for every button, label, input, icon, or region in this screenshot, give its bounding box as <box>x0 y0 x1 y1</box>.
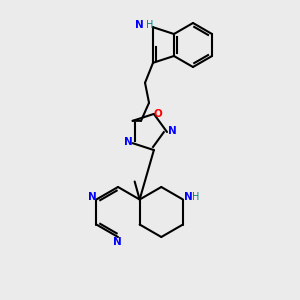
Text: N: N <box>88 193 97 202</box>
Text: N: N <box>124 137 133 147</box>
Text: H: H <box>146 20 153 30</box>
Text: N: N <box>168 126 176 136</box>
Text: N: N <box>184 191 192 202</box>
Text: H: H <box>192 191 200 202</box>
Text: O: O <box>154 109 162 119</box>
Text: N: N <box>112 237 122 247</box>
Text: N: N <box>135 20 143 30</box>
